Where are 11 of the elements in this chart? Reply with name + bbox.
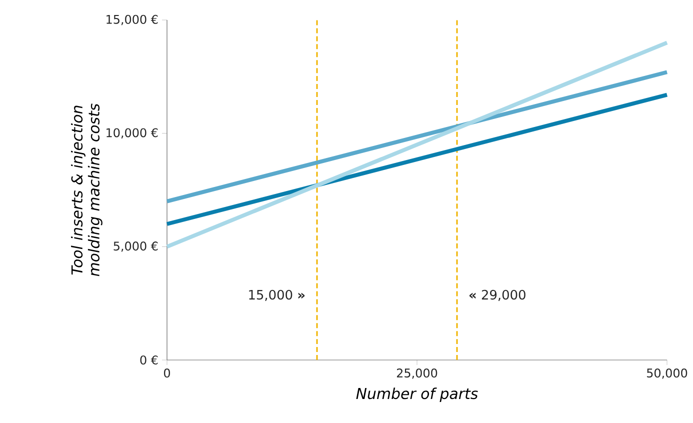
y-axis-title: Tool inserts & injection molding machine costs — [71, 104, 102, 276]
x-tick-label: 50,000 — [647, 368, 688, 379]
x-axis-title: Number of parts — [356, 388, 478, 402]
x-tick-label: 25,000 — [396, 368, 438, 379]
y-tick-label: 15,000 € — [106, 14, 158, 26]
y-tick-label: 5,000 € — [114, 242, 158, 252]
y-tick-label: 0 € — [140, 355, 158, 365]
y-tick-label: 10,000 € — [106, 128, 158, 138]
x-tick-label: 0 — [164, 368, 170, 378]
ref-line-label: « 29,000 — [469, 290, 526, 301]
ref-line-label: 15,000 » — [249, 290, 305, 301]
